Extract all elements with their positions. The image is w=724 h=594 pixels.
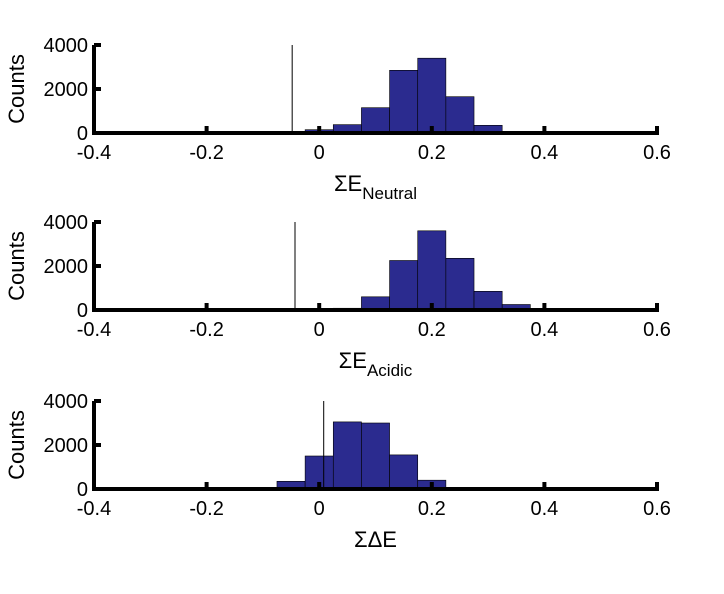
x-tick-label: 0.2: [418, 498, 446, 520]
histogram-bar: [445, 257, 475, 311]
y-tick-label: 4000: [44, 35, 89, 57]
x-tick-label: -0.2: [189, 142, 223, 164]
y-axis-label: Counts: [4, 231, 29, 301]
x-tick-label: 0: [314, 142, 325, 164]
x-tick-label: 0.4: [530, 498, 558, 520]
y-tick-label: 4000: [44, 212, 89, 234]
histogram-bar: [332, 421, 362, 490]
x-tick-label: 0.4: [530, 319, 558, 341]
histogram-bar: [361, 107, 390, 134]
x-tick-label: 0.2: [418, 319, 446, 341]
histogram-bar: [389, 70, 419, 134]
y-tick-label: 2000: [44, 256, 89, 278]
histogram-panel-2: -0.4 -0.2 0 0.2 0.4 0.6 0 2000 4000 Counts ΣEAcidi…: [4, 212, 671, 380]
x-tick-label: 0: [314, 498, 325, 520]
histogram-bar: [473, 290, 503, 311]
histogram-panel-1: -0.4 -0.2 0 0.2 0.4 0.6 0 2000 4000 Counts ΣENeutr…: [4, 35, 671, 203]
x-tick-label: -0.4: [77, 142, 111, 164]
x-tick-label: 0.4: [530, 142, 558, 164]
x-axis-label-main: ΣE: [334, 171, 362, 196]
histogram-bar: [389, 260, 419, 311]
y-tick-label: 0: [77, 479, 88, 501]
y-tick-label: 2000: [44, 435, 89, 457]
x-tick-label: -0.4: [77, 319, 111, 341]
x-tick-label: -0.4: [77, 498, 111, 520]
x-tick-label: 0.2: [418, 142, 446, 164]
x-axis-label-subscript: Neutral: [362, 184, 417, 203]
x-tick-label: 0.6: [643, 498, 671, 520]
x-axis-label-main: ΣE: [339, 348, 367, 373]
x-tick-label: -0.2: [189, 319, 223, 341]
x-tick-label: 0: [314, 319, 325, 341]
y-tick-label: 2000: [44, 79, 89, 101]
histogram-bar: [417, 230, 447, 311]
y-axis-label: Counts: [4, 410, 29, 480]
y-tick-label: 0: [77, 123, 88, 145]
x-tick-label: -0.2: [189, 498, 223, 520]
x-axis-label: ΣENeutral: [334, 171, 417, 203]
x-axis-label: ΣΔE: [354, 527, 397, 552]
x-axis-label-main: ΣΔE: [354, 527, 397, 552]
y-axis-label: Counts: [4, 54, 29, 124]
y-tick-label: 4000: [44, 391, 89, 413]
x-axis-label-subscript: Acidic: [367, 361, 413, 380]
histogram-bar: [417, 57, 447, 134]
x-axis-label: ΣEAcidic: [339, 348, 413, 380]
y-tick-label: 0: [77, 300, 88, 322]
histogram-bar: [389, 454, 419, 490]
histogram-bar: [361, 422, 390, 490]
x-tick-label: 0.6: [643, 319, 671, 341]
histogram-bar: [445, 96, 475, 134]
histogram-panel-3: -0.4 -0.2 0 0.2 0.4 0.6 0 2000 4000 Counts ΣΔE: [4, 391, 671, 552]
x-tick-label: 0.6: [643, 142, 671, 164]
